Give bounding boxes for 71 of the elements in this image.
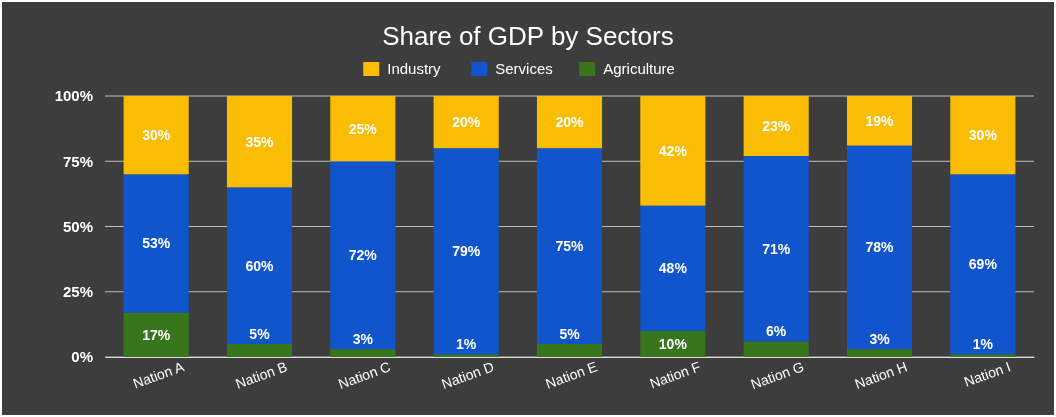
x-tick-label: Nation A — [130, 358, 187, 392]
legend-label: Industry — [387, 60, 442, 78]
x-tick-label: Nation I — [961, 358, 1013, 390]
data-label: 30% — [142, 127, 171, 144]
data-label: 23% — [762, 117, 791, 134]
bar — [226, 187, 293, 344]
bar — [536, 96, 603, 149]
y-tick-label: 25% — [62, 283, 93, 301]
y-tick-label: 0% — [71, 348, 93, 366]
x-tick-label: Nation G — [748, 358, 806, 393]
bar — [123, 96, 189, 175]
bar — [846, 145, 913, 350]
bar — [846, 96, 913, 146]
data-label: 79% — [452, 243, 481, 260]
bar — [743, 156, 809, 342]
y-tick-label: 50% — [62, 217, 93, 235]
bar — [433, 354, 499, 357]
data-label: 78% — [865, 239, 895, 256]
data-label: 75% — [555, 237, 585, 254]
bar — [743, 341, 809, 357]
x-tick-label: Nation E — [543, 358, 600, 392]
y-tick-label: 75% — [62, 152, 93, 170]
data-label: 5% — [249, 325, 271, 342]
x-tick-label: Nation C — [335, 358, 393, 393]
bar — [330, 96, 396, 162]
x-tick-label: Nation F — [647, 358, 703, 392]
data-label: 3% — [352, 331, 374, 348]
bar — [640, 96, 706, 206]
data-label: 69% — [968, 256, 998, 273]
data-label: 3% — [869, 331, 891, 348]
bar — [536, 343, 603, 357]
data-label: 19% — [865, 112, 895, 129]
bar — [226, 96, 293, 188]
y-tick-label: 100% — [54, 87, 93, 105]
bar — [950, 96, 1016, 175]
bar — [433, 148, 499, 355]
bar — [640, 205, 706, 331]
bar — [330, 161, 396, 350]
data-label: 71% — [762, 240, 791, 257]
data-label: 1% — [456, 336, 477, 353]
x-tick-label: Nation D — [439, 358, 496, 393]
data-label: 35% — [245, 133, 275, 150]
bar — [433, 96, 499, 149]
data-label: 30% — [968, 127, 998, 144]
x-tick-label: Nation H — [852, 358, 910, 393]
data-label: 53% — [142, 235, 171, 252]
chart-title: Share of GDP by Sectors — [382, 21, 674, 51]
legend-label: Agriculture — [603, 60, 675, 78]
data-label: 48% — [658, 260, 688, 277]
data-label: 20% — [452, 114, 481, 130]
data-label: 5% — [559, 325, 581, 342]
bar — [123, 174, 189, 313]
data-label: 60% — [245, 257, 275, 274]
bar — [950, 354, 1016, 357]
data-label: 1% — [972, 336, 994, 353]
data-label: 20% — [555, 114, 585, 130]
bar — [743, 96, 809, 157]
data-label: 72% — [348, 247, 378, 264]
data-label: 10% — [658, 335, 688, 352]
data-label: 25% — [348, 120, 378, 137]
bar — [536, 148, 603, 344]
legend-label: Services — [495, 60, 553, 78]
bar — [846, 349, 913, 357]
bar — [330, 349, 396, 357]
data-label: 42% — [658, 142, 688, 159]
x-tick-label: Nation B — [233, 358, 290, 392]
data-label: 17% — [142, 326, 171, 343]
bar — [950, 174, 1016, 355]
data-label: 6% — [766, 323, 787, 340]
bar — [123, 312, 189, 357]
bar — [226, 343, 293, 357]
